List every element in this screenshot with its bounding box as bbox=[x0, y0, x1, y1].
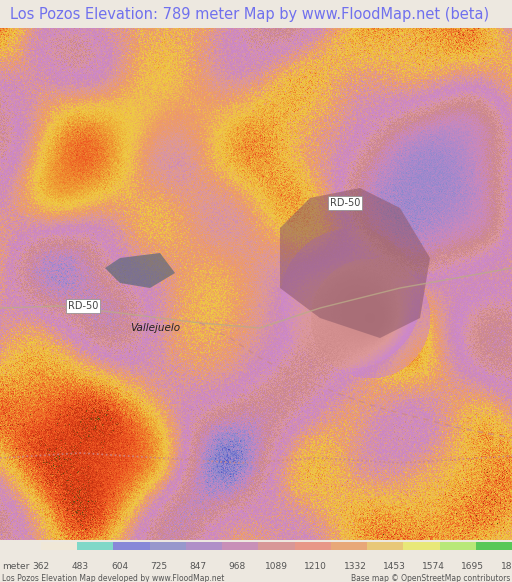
Polygon shape bbox=[280, 188, 430, 338]
FancyBboxPatch shape bbox=[367, 542, 403, 550]
Text: 483: 483 bbox=[72, 562, 89, 571]
FancyBboxPatch shape bbox=[41, 542, 77, 550]
Text: 1817: 1817 bbox=[501, 562, 512, 571]
FancyBboxPatch shape bbox=[331, 542, 367, 550]
Text: 1089: 1089 bbox=[265, 562, 288, 571]
FancyBboxPatch shape bbox=[77, 542, 114, 550]
Polygon shape bbox=[105, 253, 175, 288]
Text: 1574: 1574 bbox=[422, 562, 445, 571]
FancyBboxPatch shape bbox=[186, 542, 222, 550]
Text: 1453: 1453 bbox=[383, 562, 406, 571]
FancyBboxPatch shape bbox=[222, 542, 259, 550]
FancyBboxPatch shape bbox=[259, 542, 294, 550]
Text: RD-50: RD-50 bbox=[68, 301, 98, 311]
Text: 847: 847 bbox=[189, 562, 206, 571]
Text: Los Pozos Elevation: 789 meter Map by www.FloodMap.net (beta): Los Pozos Elevation: 789 meter Map by ww… bbox=[10, 8, 489, 22]
FancyBboxPatch shape bbox=[439, 542, 476, 550]
Text: RD-50: RD-50 bbox=[330, 198, 360, 208]
Text: 968: 968 bbox=[228, 562, 246, 571]
Text: 604: 604 bbox=[111, 562, 128, 571]
Text: meter: meter bbox=[2, 562, 29, 571]
Text: Base map © OpenStreetMap contributors: Base map © OpenStreetMap contributors bbox=[351, 574, 510, 582]
FancyBboxPatch shape bbox=[114, 542, 150, 550]
FancyBboxPatch shape bbox=[403, 542, 439, 550]
Text: 1695: 1695 bbox=[461, 562, 484, 571]
Text: 362: 362 bbox=[32, 562, 50, 571]
Text: Vallejuelo: Vallejuelo bbox=[130, 323, 180, 333]
FancyBboxPatch shape bbox=[294, 542, 331, 550]
Text: 1332: 1332 bbox=[344, 562, 367, 571]
FancyBboxPatch shape bbox=[150, 542, 186, 550]
Text: Los Pozos Elevation Map developed by www.FloodMap.net: Los Pozos Elevation Map developed by www… bbox=[2, 574, 224, 582]
Text: 1210: 1210 bbox=[304, 562, 327, 571]
Text: 725: 725 bbox=[150, 562, 167, 571]
FancyBboxPatch shape bbox=[476, 542, 512, 550]
